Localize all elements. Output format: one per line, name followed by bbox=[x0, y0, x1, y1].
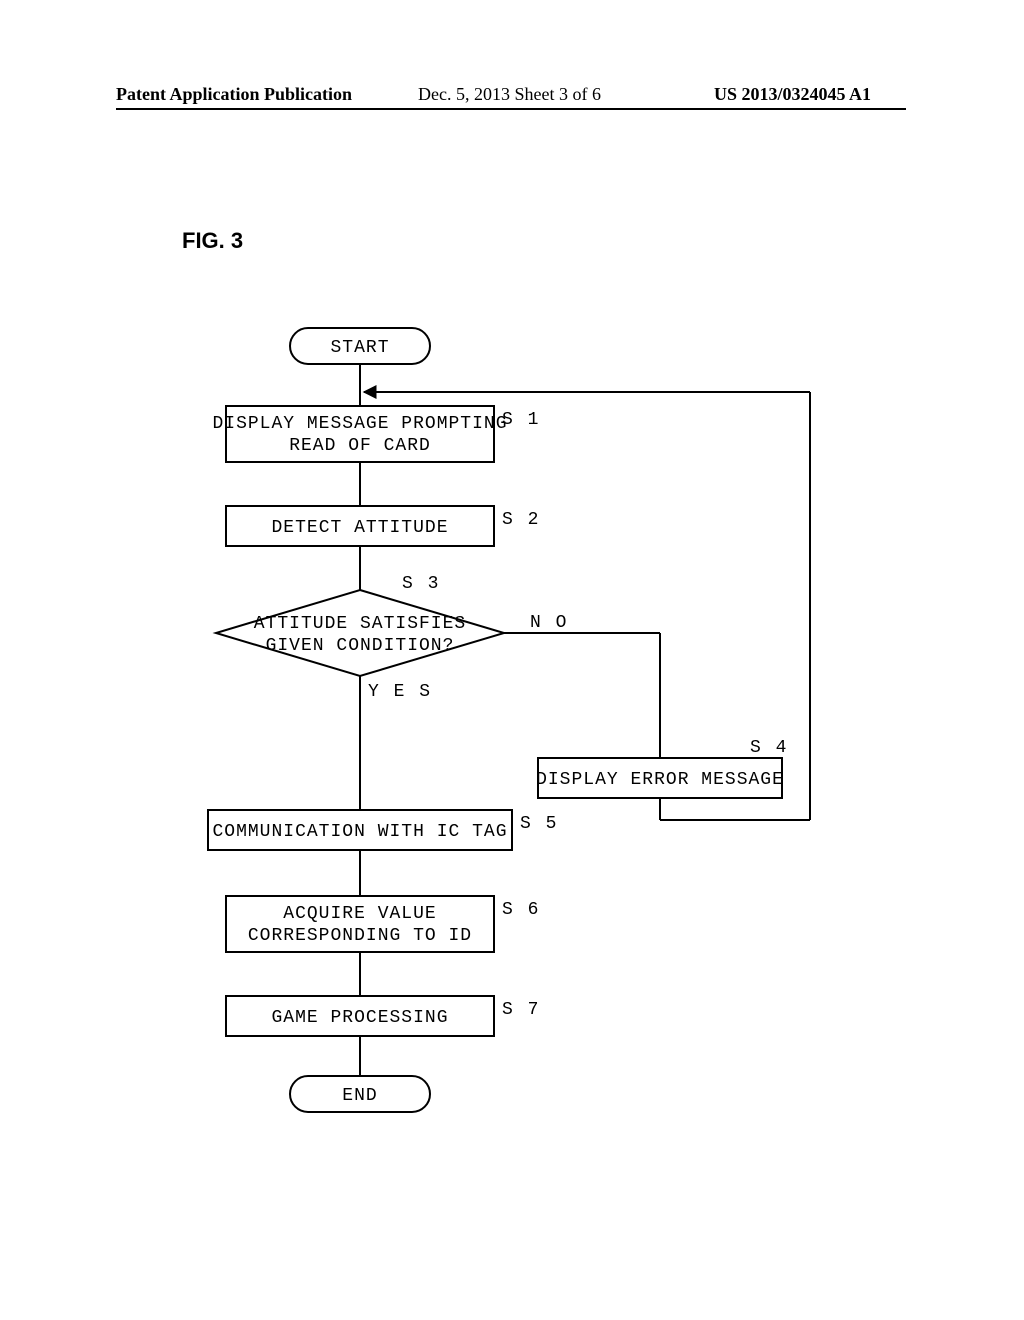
header-left: Patent Application Publication bbox=[116, 84, 352, 105]
start-terminator: START bbox=[290, 328, 430, 364]
s2-label: S 2 bbox=[502, 510, 540, 530]
yes-label: Y E S bbox=[368, 682, 432, 702]
no-label: N O bbox=[530, 613, 568, 633]
flowchart: START DISPLAY MESSAGE PROMPTING READ OF … bbox=[130, 320, 830, 1140]
step-s4: DISPLAY ERROR MESSAGE S 4 bbox=[536, 738, 788, 798]
header-mid: Dec. 5, 2013 Sheet 3 of 6 bbox=[418, 84, 601, 105]
step-s1: DISPLAY MESSAGE PROMPTING READ OF CARD S… bbox=[212, 406, 540, 462]
step-s2: DETECT ATTITUDE S 2 bbox=[226, 506, 540, 546]
decision-s3: ATTITUDE SATISFIES GIVEN CONDITION? S 3 bbox=[216, 574, 504, 676]
step-s5: COMMUNICATION WITH IC TAG S 5 bbox=[208, 810, 558, 850]
s6-label: S 6 bbox=[502, 900, 540, 920]
s4-text: DISPLAY ERROR MESSAGE bbox=[536, 770, 784, 790]
s3-line2: GIVEN CONDITION? bbox=[266, 636, 455, 656]
s1-line2: READ OF CARD bbox=[289, 436, 431, 456]
s6-line2: CORRESPONDING TO ID bbox=[248, 926, 472, 946]
end-label: END bbox=[342, 1086, 377, 1106]
s7-text: GAME PROCESSING bbox=[271, 1008, 448, 1028]
s3-line1: ATTITUDE SATISFIES bbox=[254, 614, 466, 634]
s5-label: S 5 bbox=[520, 814, 558, 834]
s1-label: S 1 bbox=[502, 410, 540, 430]
start-label: START bbox=[330, 338, 389, 358]
step-s7: GAME PROCESSING S 7 bbox=[226, 996, 540, 1036]
figure-label: FIG. 3 bbox=[182, 228, 243, 254]
header-rule bbox=[116, 108, 906, 110]
end-terminator: END bbox=[290, 1076, 430, 1112]
s3-label: S 3 bbox=[402, 574, 440, 594]
s7-label: S 7 bbox=[502, 1000, 540, 1020]
step-s6: ACQUIRE VALUE CORRESPONDING TO ID S 6 bbox=[226, 896, 540, 952]
s2-text: DETECT ATTITUDE bbox=[271, 518, 448, 538]
s5-text: COMMUNICATION WITH IC TAG bbox=[212, 822, 507, 842]
s6-line1: ACQUIRE VALUE bbox=[283, 904, 436, 924]
s4-label: S 4 bbox=[750, 738, 788, 758]
header-right: US 2013/0324045 A1 bbox=[714, 84, 871, 105]
s1-line1: DISPLAY MESSAGE PROMPTING bbox=[212, 414, 507, 434]
